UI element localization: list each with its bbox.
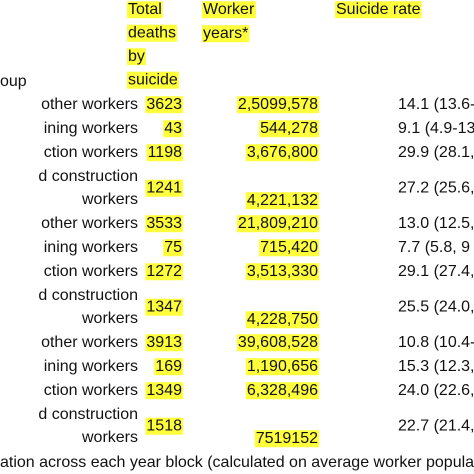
worker-years: 715,420 <box>260 239 318 256</box>
row-label: workers <box>81 191 138 208</box>
row-label: ction workers <box>44 382 138 399</box>
highlight <box>245 311 320 329</box>
deaths: 43 <box>164 120 182 137</box>
highlight <box>127 24 178 42</box>
highlight <box>245 144 320 162</box>
worker-years: 39,608,528 <box>238 334 318 351</box>
deaths: 1347 <box>146 299 182 316</box>
row-label: other workers <box>41 215 138 232</box>
suicide-rate: 29.9 (28.1, 31 <box>398 144 474 161</box>
header-years: years* <box>203 25 248 42</box>
worker-years: 544,278 <box>260 120 318 137</box>
header-deaths: deaths <box>128 25 176 42</box>
row-label: d construction <box>38 168 138 185</box>
highlight <box>202 1 256 19</box>
highlight <box>145 417 184 435</box>
highlight <box>145 382 184 400</box>
deaths: 1198 <box>148 144 183 161</box>
highlight <box>259 120 320 138</box>
header-deaths: by <box>128 48 145 65</box>
highlight <box>259 239 320 257</box>
highlight <box>245 263 320 281</box>
row-label: other workers <box>41 96 138 113</box>
suicide-rate: 24.0 (22.6, 25 <box>398 382 474 399</box>
highlight <box>145 96 184 114</box>
suicide-rate: 7.7 (5.8, 9 <box>398 239 470 256</box>
highlight <box>145 215 184 233</box>
deaths: 169 <box>155 358 182 375</box>
suicide-rate: 29.1 (27.4, 30 <box>398 263 474 280</box>
row-label: ction workers <box>44 144 138 161</box>
highlight <box>245 192 320 210</box>
row-label: ining workers <box>44 239 138 256</box>
worker-years: 7519152 <box>256 430 318 447</box>
deaths: 1241 <box>146 180 182 197</box>
suicide-rate: 25.5 (24.0, 27 <box>398 299 474 316</box>
highlight <box>145 334 184 352</box>
highlight <box>154 358 184 376</box>
header-rate: Suicide rate <box>336 1 421 18</box>
worker-years: 21,809,210 <box>238 215 318 232</box>
row-label: workers <box>81 429 138 446</box>
highlight <box>202 25 250 43</box>
deaths: 75 <box>164 239 182 256</box>
highlight <box>245 358 320 376</box>
highlight <box>335 1 422 19</box>
row-label: other workers <box>41 334 138 351</box>
highlight <box>146 144 184 162</box>
worker-years: 4,221,132 <box>247 192 318 209</box>
worker-years: 2,5099,578 <box>238 96 318 113</box>
deaths: 1518 <box>146 418 182 435</box>
highlight <box>145 179 184 197</box>
row-label: workers <box>81 310 138 327</box>
highlight <box>254 430 320 448</box>
highlight <box>245 382 320 400</box>
highlight <box>127 48 146 66</box>
footnote: ation across each year block (calculated… <box>0 454 474 471</box>
highlight <box>236 334 320 352</box>
suicide-rate: 15.3 (12.3, 18 <box>398 358 474 375</box>
deaths: 3623 <box>146 96 182 113</box>
worker-years: 3,676,800 <box>247 144 318 161</box>
highlight <box>163 120 184 138</box>
suicide-rate: 10.8 (10.4-11 <box>398 334 474 351</box>
header-years: Worker <box>203 1 255 18</box>
highlight <box>163 239 184 257</box>
highlight <box>236 215 320 233</box>
header-group: oup <box>0 73 27 90</box>
highlight <box>127 1 163 19</box>
deaths: 3533 <box>146 215 182 232</box>
suicide-rate: 14.1 (13.6-14 <box>398 96 474 113</box>
deaths: 1272 <box>146 263 182 280</box>
worker-years: 4,228,750 <box>247 311 318 328</box>
highlight <box>127 71 179 89</box>
highlight <box>145 263 184 281</box>
row-label: ction workers <box>44 263 138 280</box>
highlight <box>236 96 320 114</box>
suicide-rate: 9.1 (4.9-13 <box>398 120 474 137</box>
suicide-rate: 27.2 (25.6, 28 <box>398 180 474 197</box>
row-label: ining workers <box>44 358 138 375</box>
row-label: d construction <box>38 406 138 423</box>
worker-years: 3,513,330 <box>247 263 318 280</box>
worker-years: 1,190,656 <box>247 358 318 375</box>
worker-years: 6,328,496 <box>247 382 318 399</box>
suicide-rate: 13.0 (12.5, 13 <box>398 215 474 232</box>
suicide-rate: 22.7 (21.4, 23 <box>398 418 474 435</box>
deaths: 3913 <box>146 334 182 351</box>
row-label: ining workers <box>44 120 138 137</box>
deaths: 1349 <box>146 382 182 399</box>
highlights <box>127 1 422 448</box>
header-deaths: Total <box>128 1 162 18</box>
row-label: d construction <box>38 287 138 304</box>
highlight <box>145 298 184 316</box>
header-deaths: suicide <box>128 72 178 89</box>
